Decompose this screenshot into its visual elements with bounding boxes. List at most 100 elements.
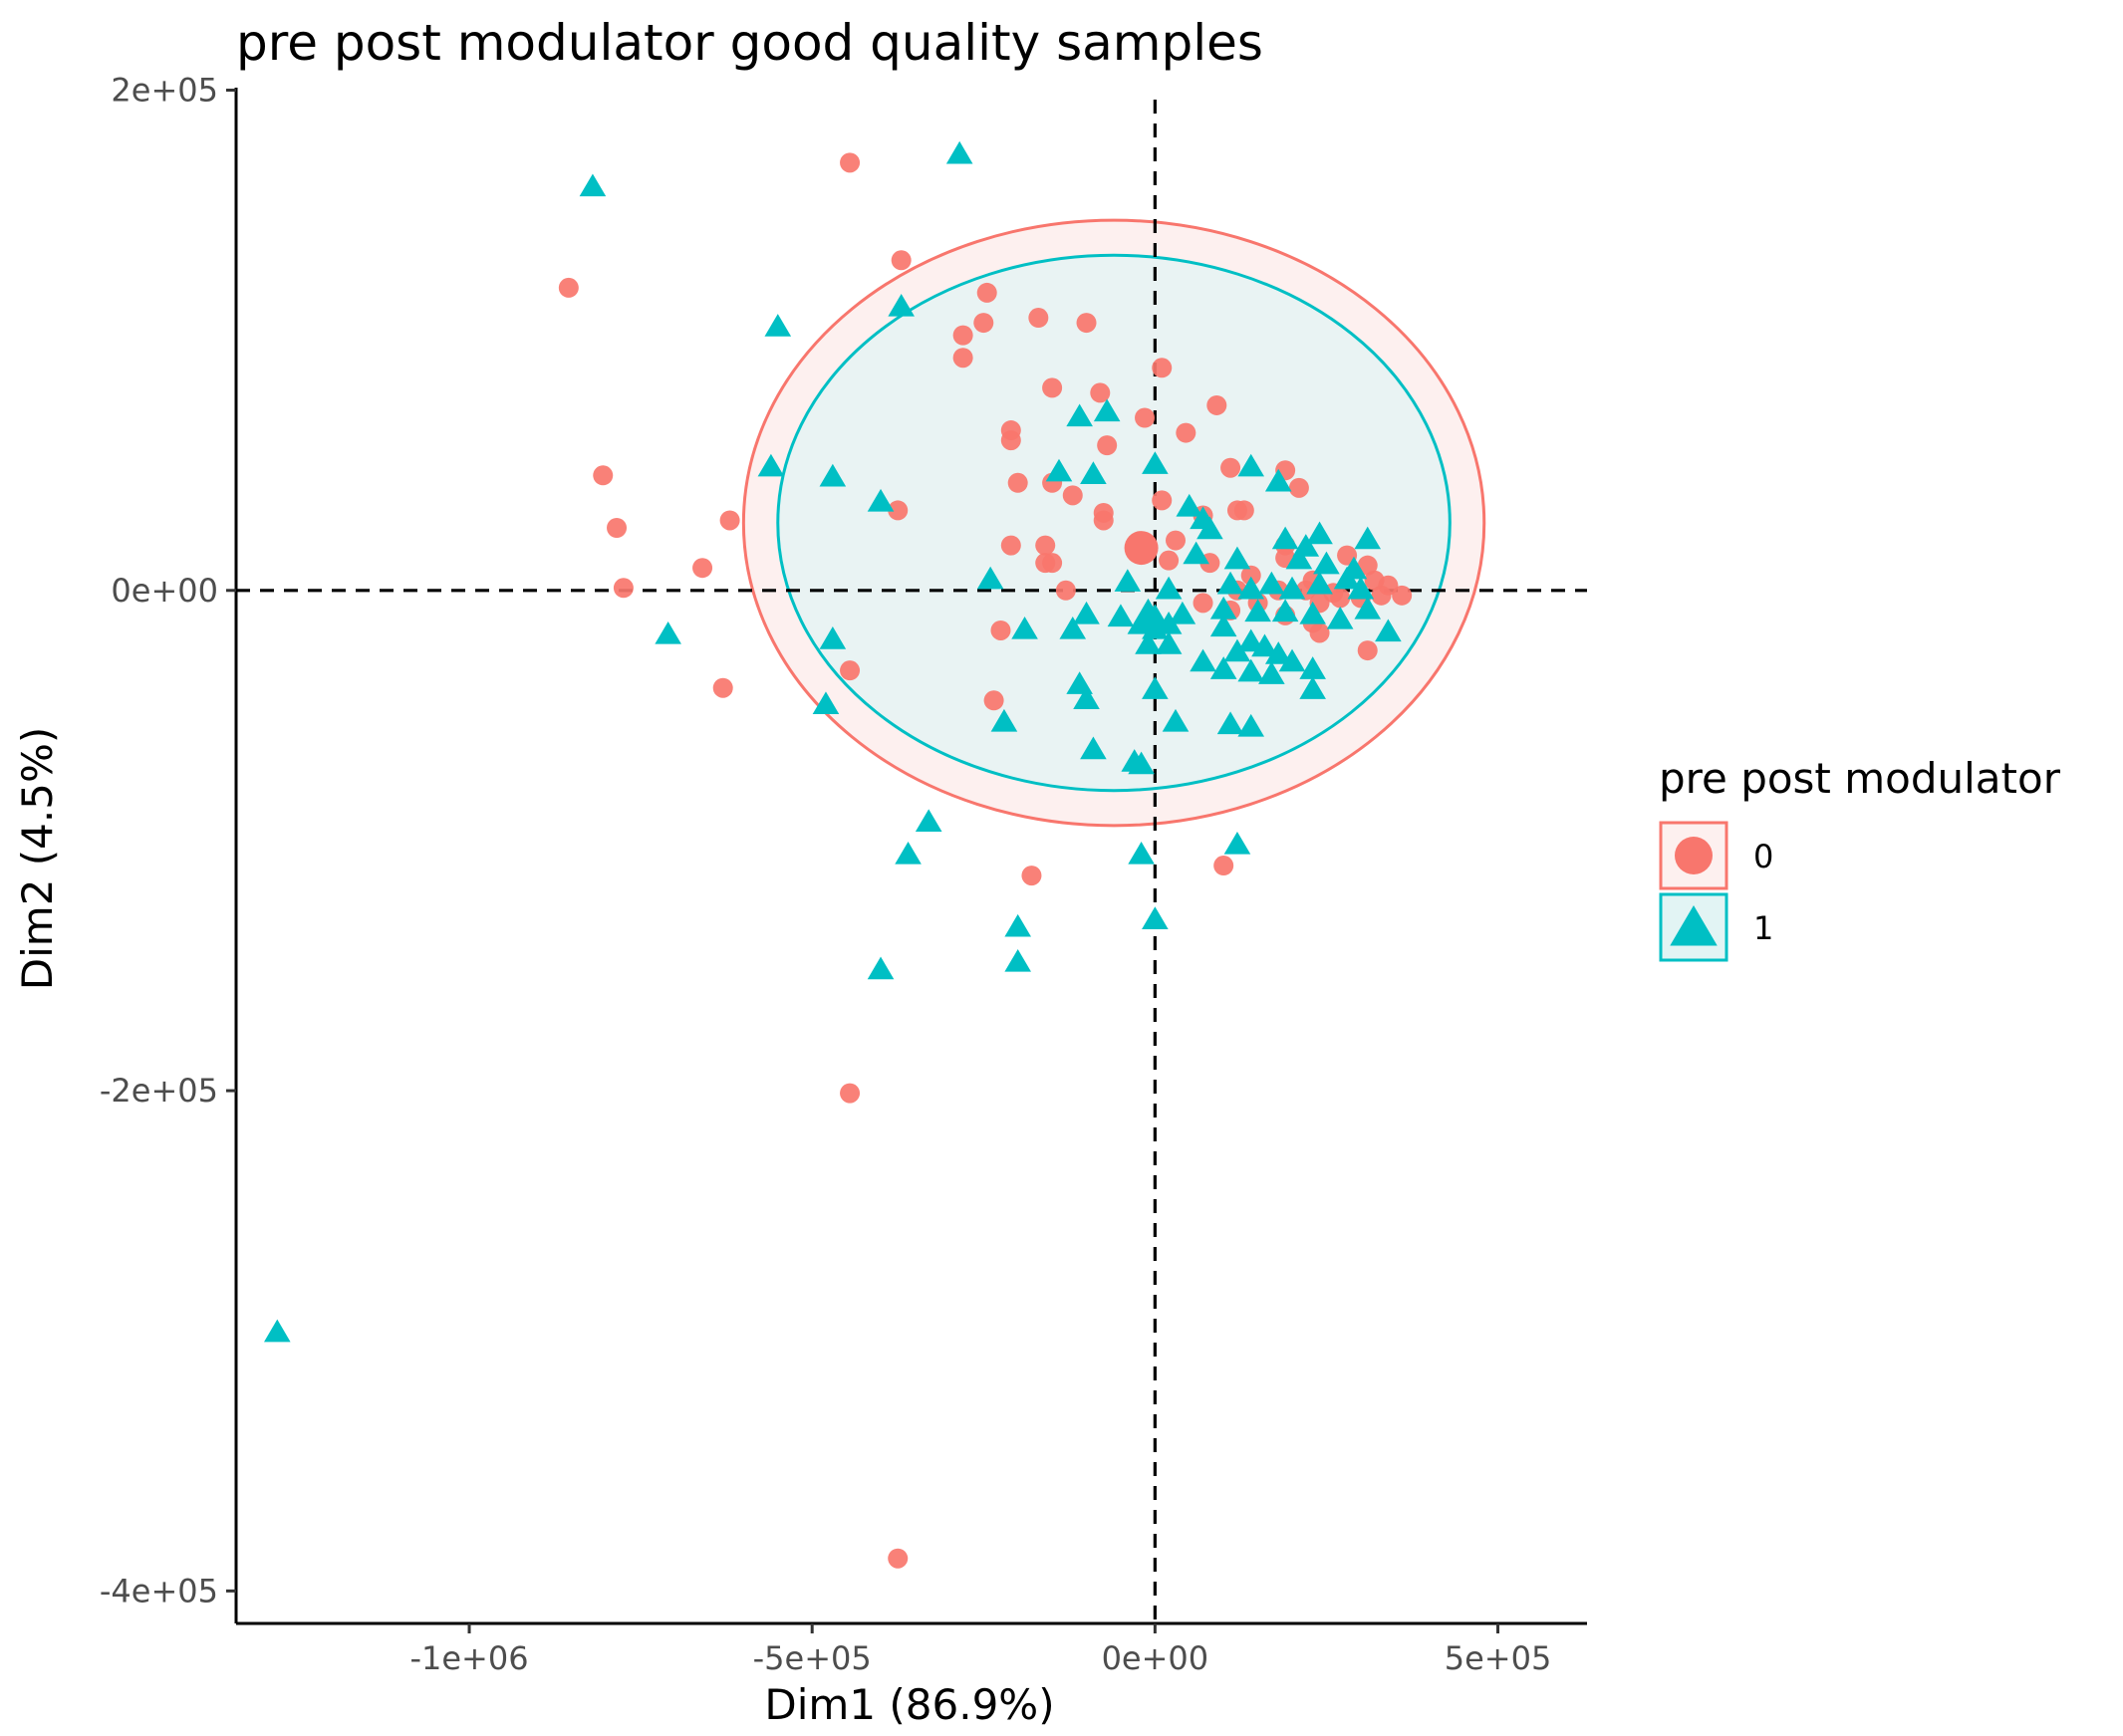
series-0 [558, 152, 1413, 1569]
point [990, 708, 1018, 732]
point [812, 691, 840, 714]
point [983, 690, 1004, 711]
point [692, 558, 713, 579]
legend-items: 01 [1659, 821, 1773, 962]
point [607, 518, 628, 539]
y-tick-label: 2e+05 [111, 72, 218, 110]
legend-label-1: 1 [1753, 909, 1773, 947]
point [1093, 398, 1121, 422]
point [1299, 676, 1326, 699]
point [1193, 593, 1213, 614]
point [1216, 571, 1244, 595]
chart-title: pre post modulator good quality samples [236, 14, 1263, 72]
point [888, 294, 915, 317]
y-tick-label: 0e+00 [111, 572, 218, 610]
legend-item-0: 0 [1659, 821, 1773, 890]
point [1190, 648, 1216, 672]
point [1176, 422, 1196, 443]
centroid-0 [1124, 531, 1159, 566]
centroid-1 [1127, 598, 1170, 634]
point [973, 313, 994, 334]
point [1176, 493, 1203, 517]
point [1166, 530, 1187, 551]
point [1354, 526, 1382, 550]
point [1169, 601, 1196, 624]
point [1196, 516, 1223, 540]
point [1264, 468, 1292, 492]
plot-area [236, 100, 1587, 1623]
point [757, 453, 785, 477]
point [952, 348, 973, 369]
point [1066, 403, 1093, 427]
point [613, 578, 634, 599]
point [1042, 377, 1063, 398]
point [1330, 588, 1351, 609]
point [1357, 640, 1378, 661]
point [1159, 550, 1180, 571]
point [1237, 713, 1265, 737]
point [1000, 430, 1021, 451]
point [888, 1548, 909, 1569]
point [891, 250, 912, 271]
point [1162, 708, 1190, 732]
point [1392, 585, 1413, 606]
point [1371, 585, 1392, 606]
point [1299, 656, 1326, 679]
point [263, 1319, 291, 1343]
point [1028, 308, 1049, 329]
legend-label-0: 0 [1753, 838, 1773, 875]
point [976, 566, 1004, 590]
point [976, 282, 997, 303]
point [1220, 457, 1241, 478]
point [719, 510, 740, 531]
point [1142, 906, 1169, 929]
point [819, 626, 847, 649]
point [1152, 358, 1173, 378]
point [1299, 601, 1326, 624]
point [1278, 576, 1306, 600]
point [1059, 616, 1087, 639]
point [840, 1083, 861, 1104]
point [867, 488, 895, 512]
point [1004, 913, 1031, 937]
point [1306, 571, 1333, 595]
legend-title: pre post modulator [1659, 754, 2061, 803]
point [1128, 842, 1155, 865]
point [1258, 661, 1285, 684]
point [1004, 948, 1031, 972]
point [1045, 458, 1073, 482]
point [1076, 313, 1097, 334]
point [1114, 569, 1142, 592]
point [1240, 565, 1261, 586]
point [1007, 472, 1028, 493]
point [1309, 622, 1330, 643]
point [1251, 633, 1278, 657]
point [579, 173, 607, 197]
point [867, 956, 895, 980]
point [1135, 631, 1162, 654]
point [558, 277, 579, 298]
point [1223, 831, 1251, 855]
legend-marker-circle [1675, 837, 1713, 874]
point [1347, 576, 1375, 600]
legend-marker-triangle [1670, 905, 1718, 946]
point [1062, 485, 1083, 506]
point [1285, 546, 1313, 570]
point [1073, 686, 1100, 709]
point [840, 152, 861, 173]
point [1055, 580, 1076, 601]
x-axis-title: Dim1 (86.9%) [764, 1680, 1054, 1729]
point [1155, 631, 1183, 654]
confidence-ellipse-1 [776, 253, 1452, 793]
axes: -1e+06 -5e+05 0e+00 5e+05 2e+05 0e+00 -2e+05 -4… [100, 72, 1587, 1677]
point [1223, 546, 1251, 570]
point [1271, 599, 1299, 622]
series-1 [263, 140, 1402, 1343]
point [1035, 535, 1056, 556]
x-tick-label: -1e+06 [409, 1639, 528, 1677]
point [840, 660, 861, 681]
point [1000, 535, 1021, 556]
point [1142, 451, 1169, 474]
point [1258, 571, 1285, 595]
point [1237, 658, 1265, 682]
